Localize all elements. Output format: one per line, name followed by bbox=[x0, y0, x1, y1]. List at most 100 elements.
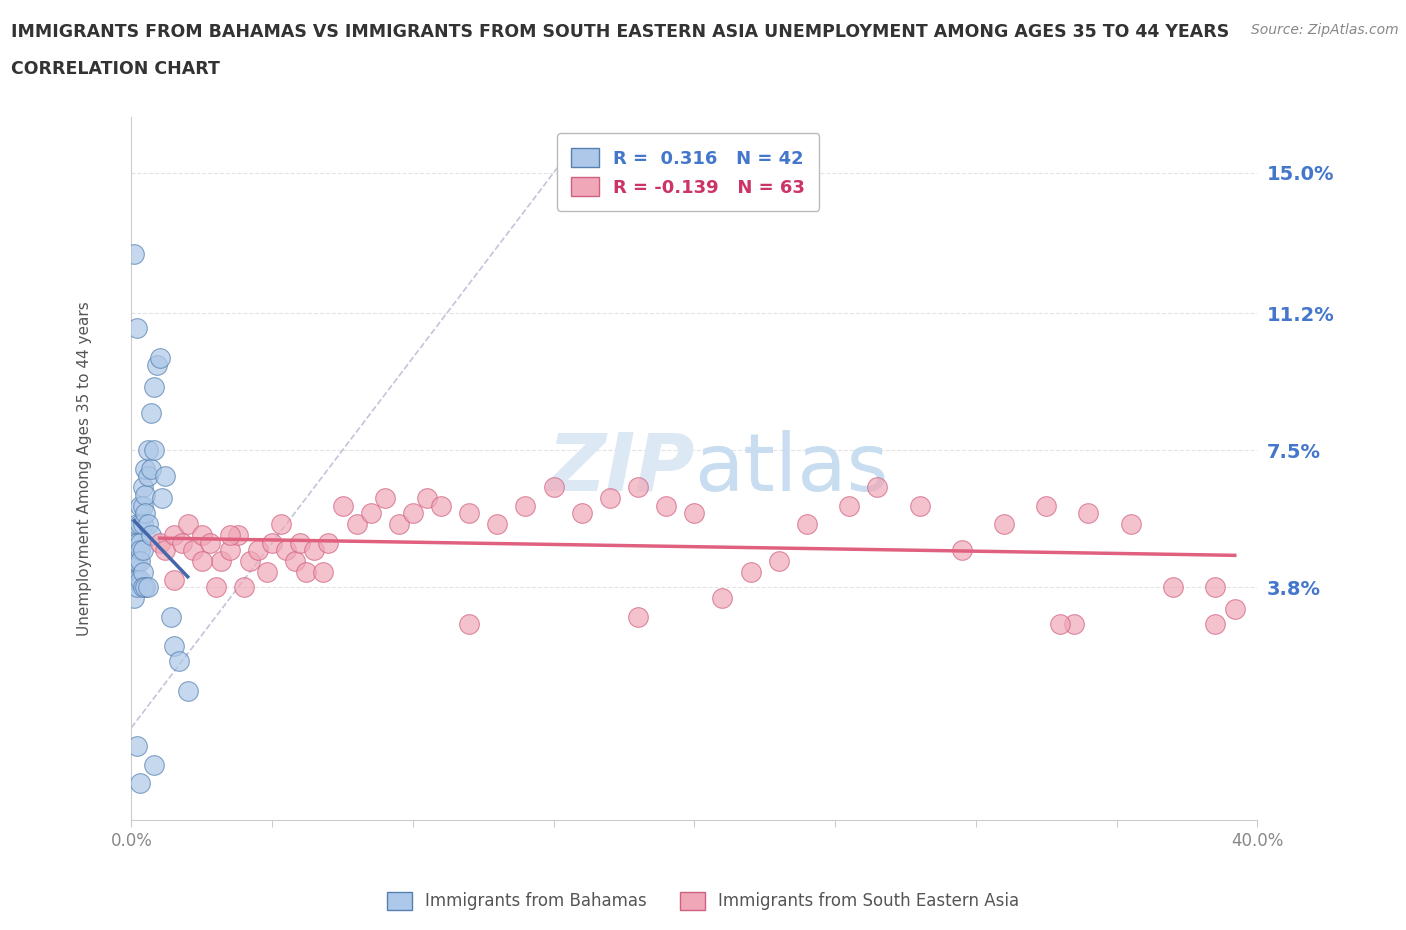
Point bbox=[1049, 617, 1071, 631]
Point bbox=[211, 553, 233, 568]
Point bbox=[228, 528, 250, 543]
Point bbox=[360, 506, 382, 521]
Point bbox=[177, 517, 200, 532]
Text: atlas: atlas bbox=[695, 430, 889, 508]
Point bbox=[233, 579, 256, 594]
Point bbox=[571, 506, 593, 521]
Point bbox=[284, 553, 307, 568]
Point bbox=[122, 591, 145, 605]
Point bbox=[148, 536, 170, 551]
Point bbox=[276, 542, 298, 557]
Point bbox=[1077, 506, 1099, 521]
Y-axis label: Unemployment Among Ages 35 to 44 years: Unemployment Among Ages 35 to 44 years bbox=[77, 301, 91, 636]
Point bbox=[1204, 617, 1226, 631]
Point bbox=[1063, 617, 1085, 631]
Point bbox=[200, 536, 222, 551]
Point bbox=[950, 542, 973, 557]
Point bbox=[125, 572, 148, 587]
Point bbox=[458, 617, 481, 631]
Point bbox=[136, 443, 159, 458]
Point bbox=[128, 536, 150, 551]
Point bbox=[125, 579, 148, 594]
Point bbox=[131, 565, 153, 579]
Point bbox=[1119, 517, 1142, 532]
Point bbox=[740, 565, 762, 579]
Point bbox=[295, 565, 318, 579]
Point bbox=[136, 579, 159, 594]
Point bbox=[388, 517, 411, 532]
Legend: Immigrants from Bahamas, Immigrants from South Eastern Asia: Immigrants from Bahamas, Immigrants from… bbox=[380, 885, 1026, 917]
Point bbox=[128, 498, 150, 513]
Point bbox=[128, 542, 150, 557]
Point bbox=[486, 517, 509, 532]
Point bbox=[125, 553, 148, 568]
Point bbox=[134, 506, 156, 521]
Point bbox=[131, 480, 153, 495]
Point bbox=[908, 498, 931, 513]
Text: ZIP: ZIP bbox=[547, 430, 695, 508]
Point bbox=[162, 639, 184, 654]
Point bbox=[131, 517, 153, 532]
Point bbox=[683, 506, 706, 521]
Point bbox=[239, 553, 262, 568]
Point bbox=[128, 572, 150, 587]
Point bbox=[139, 461, 162, 476]
Point bbox=[1204, 579, 1226, 594]
Point bbox=[139, 405, 162, 420]
Point bbox=[312, 565, 335, 579]
Point bbox=[290, 536, 312, 551]
Point bbox=[131, 498, 153, 513]
Point bbox=[162, 528, 184, 543]
Point bbox=[543, 480, 565, 495]
Point bbox=[1223, 602, 1246, 617]
Point bbox=[796, 517, 818, 532]
Point bbox=[167, 654, 190, 669]
Point bbox=[318, 536, 340, 551]
Text: Source: ZipAtlas.com: Source: ZipAtlas.com bbox=[1251, 23, 1399, 37]
Point bbox=[627, 609, 650, 624]
Point bbox=[122, 246, 145, 261]
Text: IMMIGRANTS FROM BAHAMAS VS IMMIGRANTS FROM SOUTH EASTERN ASIA UNEMPLOYMENT AMONG: IMMIGRANTS FROM BAHAMAS VS IMMIGRANTS FR… bbox=[11, 23, 1229, 41]
Point bbox=[183, 542, 205, 557]
Point bbox=[128, 517, 150, 532]
Point bbox=[134, 487, 156, 502]
Point bbox=[191, 553, 214, 568]
Point bbox=[599, 491, 621, 506]
Point bbox=[402, 506, 425, 521]
Point bbox=[270, 517, 292, 532]
Point bbox=[655, 498, 678, 513]
Point bbox=[131, 542, 153, 557]
Point bbox=[627, 480, 650, 495]
Point bbox=[153, 542, 176, 557]
Point bbox=[134, 461, 156, 476]
Point bbox=[145, 358, 167, 373]
Point bbox=[256, 565, 278, 579]
Point bbox=[142, 757, 165, 772]
Point bbox=[170, 536, 193, 551]
Point bbox=[219, 528, 242, 543]
Point bbox=[515, 498, 537, 513]
Point bbox=[247, 542, 270, 557]
Point bbox=[148, 351, 170, 365]
Point bbox=[374, 491, 396, 506]
Point bbox=[159, 609, 181, 624]
Point bbox=[304, 542, 326, 557]
Point bbox=[262, 536, 284, 551]
Point bbox=[122, 536, 145, 551]
Point bbox=[219, 542, 242, 557]
Point bbox=[131, 579, 153, 594]
Point bbox=[1035, 498, 1057, 513]
Point bbox=[136, 517, 159, 532]
Point bbox=[430, 498, 453, 513]
Point bbox=[205, 579, 228, 594]
Point bbox=[122, 553, 145, 568]
Text: CORRELATION CHART: CORRELATION CHART bbox=[11, 60, 221, 78]
Point bbox=[866, 480, 889, 495]
Point bbox=[332, 498, 354, 513]
Point bbox=[136, 469, 159, 484]
Point bbox=[191, 528, 214, 543]
Point bbox=[125, 536, 148, 551]
Point bbox=[125, 321, 148, 336]
Point bbox=[838, 498, 860, 513]
Point bbox=[162, 572, 184, 587]
